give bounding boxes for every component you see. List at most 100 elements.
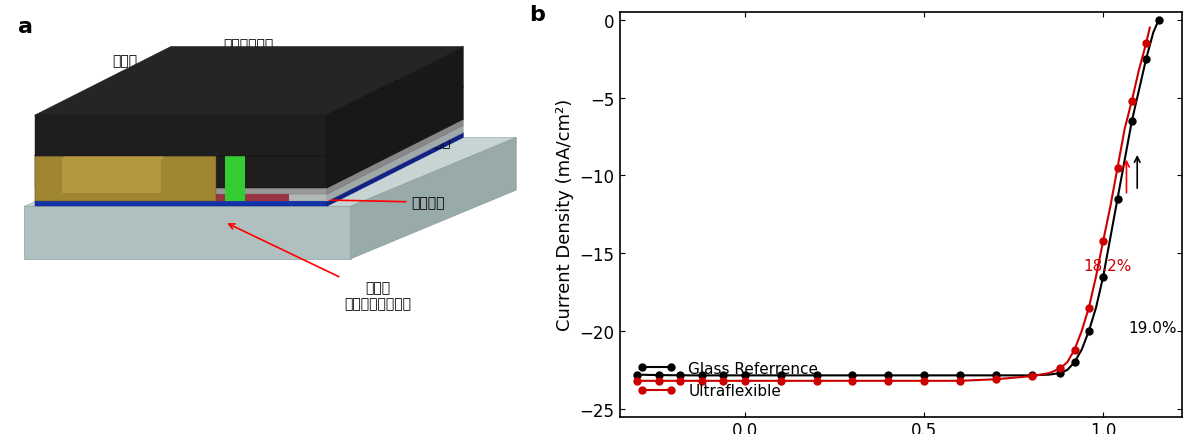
Polygon shape xyxy=(224,88,254,156)
Ultraflexible xyxy=(684,378,698,384)
Glass Referrence xyxy=(1007,373,1021,378)
Text: 19.0%: 19.0% xyxy=(1128,321,1177,335)
Glass Referrence xyxy=(1110,197,1124,202)
Ultraflexible xyxy=(881,378,895,384)
Ultraflexible xyxy=(1052,366,1067,371)
Glass Referrence xyxy=(935,373,949,378)
Ultraflexible xyxy=(1096,239,1110,244)
Ultraflexible xyxy=(727,378,742,384)
Polygon shape xyxy=(328,88,463,189)
Polygon shape xyxy=(328,120,463,194)
Ultraflexible xyxy=(1067,347,1081,352)
Ultraflexible xyxy=(1132,68,1146,73)
Glass Referrence xyxy=(1052,371,1067,376)
Text: b: b xyxy=(529,5,545,25)
Glass Referrence xyxy=(1146,30,1160,36)
Ultraflexible xyxy=(1081,306,1096,311)
Ultraflexible xyxy=(1110,166,1124,171)
Ultraflexible xyxy=(1142,26,1157,31)
Ultraflexible xyxy=(809,378,823,384)
Glass Referrence xyxy=(662,373,677,378)
Glass Referrence xyxy=(684,373,698,378)
Glass Referrence xyxy=(881,373,895,378)
Glass Referrence xyxy=(716,373,731,378)
Ultraflexible xyxy=(1043,371,1057,376)
Text: 金電極: 金電極 xyxy=(89,55,137,174)
Polygon shape xyxy=(35,126,463,194)
Ultraflexible xyxy=(845,378,859,384)
Polygon shape xyxy=(328,47,463,156)
Glass Referrence xyxy=(827,373,841,378)
Ultraflexible xyxy=(899,378,913,384)
Ultraflexible xyxy=(738,378,752,384)
Ultraflexible xyxy=(935,378,949,384)
Glass Referrence xyxy=(1043,372,1057,377)
Ultraflexible xyxy=(1074,329,1088,334)
Glass Referrence xyxy=(899,373,913,378)
Glass Referrence xyxy=(756,373,770,378)
Glass Referrence xyxy=(738,373,752,378)
Polygon shape xyxy=(24,207,350,259)
Glass Referrence xyxy=(706,373,720,378)
Glass Referrence xyxy=(1139,57,1153,62)
Ultraflexible xyxy=(641,378,655,384)
Glass Referrence xyxy=(971,373,985,378)
Polygon shape xyxy=(35,47,463,116)
Ultraflexible xyxy=(971,378,985,383)
Polygon shape xyxy=(157,194,289,202)
Glass Referrence xyxy=(1152,18,1166,23)
Polygon shape xyxy=(35,88,300,156)
Ultraflexible xyxy=(774,378,788,384)
Ultraflexible xyxy=(756,378,770,384)
Polygon shape xyxy=(224,156,245,202)
Ultraflexible xyxy=(1060,360,1074,365)
Polygon shape xyxy=(24,138,516,207)
Text: 超薄型
プラスチック基板: 超薄型 プラスチック基板 xyxy=(229,224,412,311)
Glass Referrence xyxy=(792,373,806,378)
Text: ペロブスカイト: ペロブスカイト xyxy=(326,79,436,105)
Glass Referrence xyxy=(1060,368,1074,373)
Ultraflexible xyxy=(827,378,841,384)
Polygon shape xyxy=(157,126,358,194)
Ultraflexible xyxy=(1103,204,1117,210)
Ultraflexible xyxy=(1139,42,1153,47)
Polygon shape xyxy=(35,116,328,156)
Glass Referrence xyxy=(1117,158,1132,163)
Polygon shape xyxy=(35,156,216,202)
Ultraflexible xyxy=(716,378,731,384)
Line: Glass Referrence: Glass Referrence xyxy=(634,17,1162,379)
Legend: Glass Referrence, Ultraflexible: Glass Referrence, Ultraflexible xyxy=(631,355,824,404)
Ultraflexible xyxy=(695,378,709,384)
Glass Referrence xyxy=(1081,329,1096,334)
Text: 18.2%: 18.2% xyxy=(1084,259,1132,273)
Ultraflexible xyxy=(863,378,877,384)
Glass Referrence xyxy=(641,372,655,378)
Glass Referrence xyxy=(1124,119,1139,124)
Glass Referrence xyxy=(845,373,859,378)
Ultraflexible xyxy=(662,378,677,384)
Text: 酸化スズ: 酸化スズ xyxy=(355,122,451,149)
Text: 透明電極: 透明電極 xyxy=(228,196,445,210)
Glass Referrence xyxy=(1103,236,1117,241)
Glass Referrence xyxy=(1096,274,1110,279)
Glass Referrence xyxy=(917,373,931,378)
Glass Referrence xyxy=(1067,360,1081,365)
Glass Referrence xyxy=(809,373,823,378)
Glass Referrence xyxy=(652,372,666,378)
Ultraflexible xyxy=(1124,99,1139,104)
Polygon shape xyxy=(35,120,463,189)
Glass Referrence xyxy=(953,373,967,378)
Polygon shape xyxy=(35,194,328,202)
Glass Referrence xyxy=(774,373,788,378)
Polygon shape xyxy=(350,138,516,259)
Polygon shape xyxy=(35,202,328,207)
Ultraflexible xyxy=(673,378,688,384)
Polygon shape xyxy=(328,133,463,207)
Polygon shape xyxy=(35,189,328,194)
Glass Referrence xyxy=(630,372,644,377)
Ultraflexible xyxy=(1025,374,1039,379)
Glass Referrence xyxy=(1025,373,1039,378)
Text: a: a xyxy=(18,17,32,37)
Ultraflexible xyxy=(706,378,720,384)
Glass Referrence xyxy=(863,373,877,378)
